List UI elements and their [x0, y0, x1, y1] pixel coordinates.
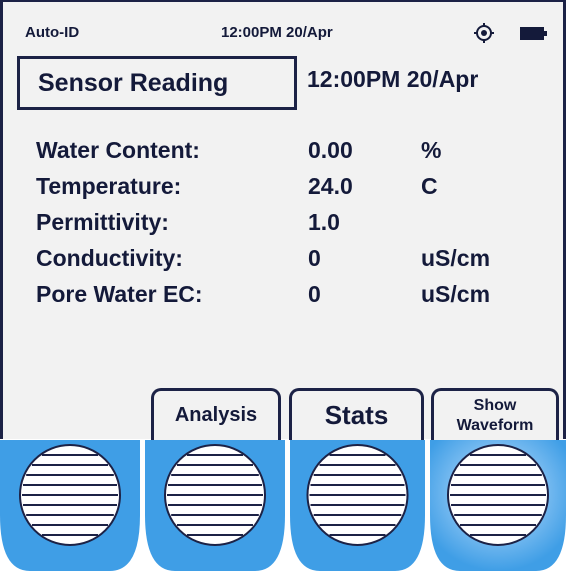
reading-label: Pore Water EC:: [36, 281, 203, 307]
waveform-button[interactable]: Show Waveform: [431, 388, 559, 440]
header-box: Sensor Reading: [17, 56, 297, 110]
screen: Auto-ID 12:00PM 20/Apr Sensor Reading 12…: [0, 0, 566, 439]
reading-unit: C: [421, 173, 438, 199]
hardware-key[interactable]: [0, 440, 140, 571]
reading-value: 0: [308, 281, 321, 307]
reading-value: 24.0: [308, 173, 353, 199]
hardware-key[interactable]: [145, 440, 285, 571]
header-title: Sensor Reading: [38, 69, 229, 97]
header-datetime: 12:00PM 20/Apr: [307, 66, 479, 92]
stats-button[interactable]: Stats: [289, 388, 424, 440]
reading-unit: uS/cm: [421, 281, 491, 307]
status-datetime: 12:00PM 20/Apr: [221, 24, 333, 41]
status-icons: [474, 23, 547, 43]
analysis-button[interactable]: Analysis: [151, 388, 281, 440]
reading-label: Water Content:: [36, 137, 200, 163]
reading-value: 1.0: [308, 209, 340, 235]
mode-label: Auto-ID: [25, 24, 80, 41]
reading-unit: %: [421, 137, 442, 163]
reading-value: 0.00: [308, 137, 353, 163]
reading-value: 0: [308, 245, 321, 271]
hardware-key[interactable]: [290, 440, 425, 571]
reading-label: Permittivity:: [36, 209, 169, 235]
reading-label: Conductivity:: [36, 245, 183, 271]
hardware-keys: [0, 440, 566, 571]
reading-unit: uS/cm: [421, 245, 491, 271]
reading-label: Temperature:: [36, 173, 182, 199]
hardware-key[interactable]: [430, 440, 566, 571]
